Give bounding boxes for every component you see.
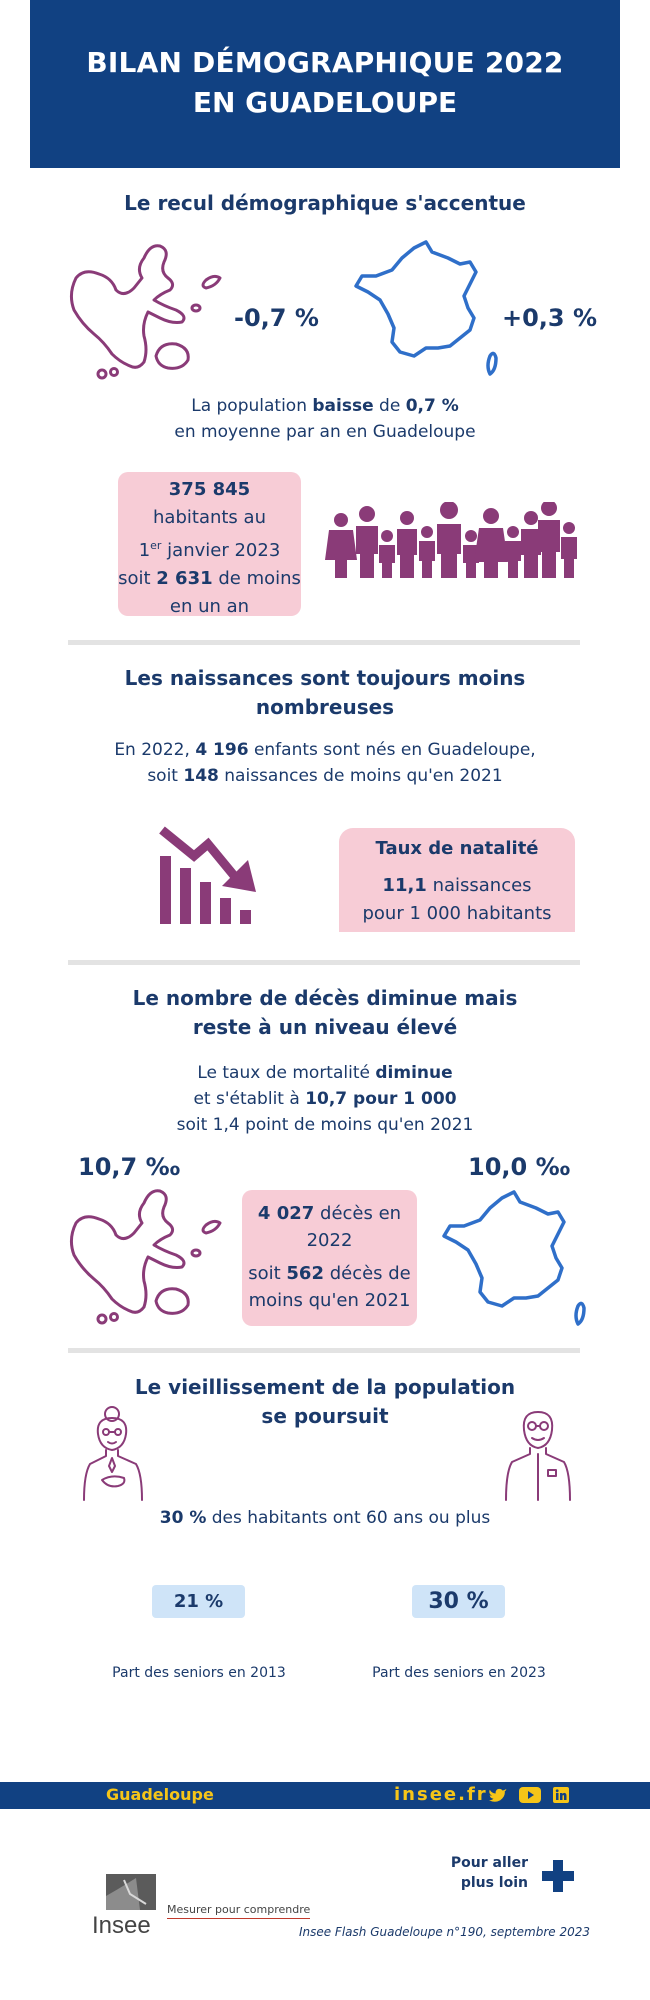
population-line5: en un an	[169, 596, 250, 617]
insee-logo	[106, 1874, 156, 1910]
crowd-icon	[325, 502, 577, 578]
footer-bar: Guadeloupe insee.fr	[0, 1782, 650, 1809]
guadeloupe-mortality: 10,7 ‰	[78, 1153, 181, 1181]
insee-brand: Insee	[92, 1912, 151, 1939]
section3-title-line1: Le nombre de décès diminue mais	[132, 986, 518, 1010]
guadeloupe-map-icon	[69, 244, 222, 380]
deaths-box: 4 027 décès en 2022 soit 562 décès de mo…	[242, 1190, 417, 1326]
plus-icon[interactable]	[542, 1860, 574, 1892]
deaths-line3: soit 562 décès de	[248, 1263, 411, 1284]
section2-text-line2: soit 148 naissances de moins qu'en 2021	[147, 766, 503, 786]
deaths-line4: moins qu'en 2021	[248, 1290, 411, 1311]
section3-text-line2: et s'établit à 10,7 pour 1 000	[193, 1089, 457, 1109]
population-line4: soit 2 631 de moins	[118, 568, 301, 589]
population-line3: 1er janvier 2023	[138, 539, 281, 561]
declining-chart-icon	[159, 826, 256, 924]
insee-site-link[interactable]: insee.fr	[394, 1784, 488, 1805]
header-banner: BILAN DÉMOGRAPHIQUE 2022 EN GUADELOUPE	[30, 0, 620, 168]
elderly-man-icon	[505, 1411, 571, 1501]
birth-rate-line1: 11,1 naissances	[382, 875, 532, 896]
page-title-line2: EN GUADELOUPE	[192, 86, 458, 119]
france-mortality: 10,0 ‰	[468, 1153, 571, 1181]
twitter-icon[interactable]	[489, 1787, 507, 1803]
section1-text-line1: La population baisse de 0,7 %	[191, 396, 459, 416]
linkedin-icon[interactable]	[553, 1787, 569, 1803]
more-info-line1: Pour aller	[450, 1855, 528, 1871]
divider-3	[68, 1348, 580, 1353]
france-map-icon	[442, 1190, 586, 1326]
section3-title-line2: reste à un niveau élevé	[192, 1015, 458, 1039]
guadeloupe-map-icon	[69, 1189, 222, 1325]
france-rate: +0,3 %	[502, 304, 598, 332]
birth-rate-box: Taux de natalité 11,1 naissances pour 1 …	[339, 828, 575, 932]
section3-text-line1: Le taux de mortalité diminue	[197, 1063, 453, 1083]
deaths-line2: 2022	[306, 1230, 353, 1251]
elderly-woman-icon	[83, 1406, 143, 1501]
section2-title-line1: Les naissances sont toujours moins	[124, 666, 526, 690]
more-info-line2: plus loin	[460, 1875, 528, 1891]
section1-title: Le recul démographique s'accentue	[124, 191, 526, 215]
divider-1	[68, 640, 580, 645]
population-value: 375 845	[168, 479, 251, 500]
section3-text-line3: soit 1,4 point de moins qu'en 2021	[176, 1115, 474, 1135]
more-info-link[interactable]: Pour aller plus loin	[418, 1853, 528, 1893]
footer-region: Guadeloupe	[106, 1785, 214, 1804]
birth-rate-title: Taux de natalité	[375, 838, 539, 859]
publication-reference: Insee Flash Guadeloupe n°190, septembre …	[298, 1925, 590, 1939]
deaths-line1: 4 027 décès en	[257, 1203, 402, 1224]
section2-title-line2: nombreuses	[255, 695, 395, 719]
section4-title-line2: se poursuit	[261, 1404, 389, 1428]
caption-2013: Part des seniors en 2013	[112, 1665, 286, 1681]
divider-2	[68, 960, 580, 965]
youtube-icon[interactable]	[519, 1787, 541, 1803]
population-box: 375 845 habitants au 1er janvier 2023 so…	[118, 472, 301, 617]
section2-text-line1: En 2022, 4 196 enfants sont nés en Guade…	[114, 740, 536, 760]
insee-tagline: Mesurer pour comprendre	[167, 1903, 311, 1919]
birth-rate-line2: pour 1 000 habitants	[362, 903, 552, 924]
guadeloupe-rate: -0,7 %	[234, 304, 319, 332]
section1-text-line2: en moyenne par an en Guadeloupe	[174, 422, 476, 442]
badge-2013: 21 %	[152, 1585, 245, 1618]
page-title-line1: BILAN DÉMOGRAPHIQUE 2022	[86, 46, 564, 79]
seniors-text: 30 % des habitants ont 60 ans ou plus	[159, 1508, 491, 1528]
population-line2: habitants au	[153, 507, 266, 528]
caption-2023: Part des seniors en 2023	[372, 1665, 546, 1681]
badge-2023: 30 %	[412, 1585, 505, 1618]
france-map-icon	[354, 240, 498, 376]
section4-title-line1: Le vieillissement de la population	[134, 1375, 516, 1399]
